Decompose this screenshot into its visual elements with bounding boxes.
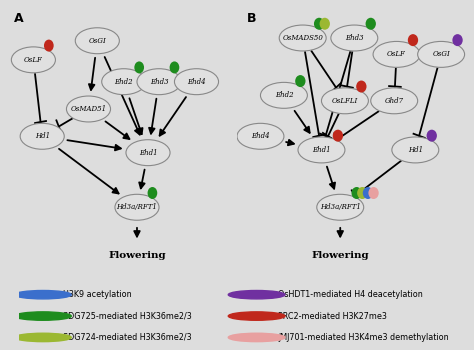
Ellipse shape — [373, 41, 420, 67]
Circle shape — [15, 290, 71, 299]
Circle shape — [228, 333, 285, 342]
Ellipse shape — [11, 47, 55, 73]
Circle shape — [15, 312, 71, 320]
Text: OsGI: OsGI — [89, 37, 106, 45]
Text: Ehd2: Ehd2 — [114, 78, 133, 86]
Circle shape — [134, 61, 144, 74]
Ellipse shape — [371, 88, 418, 114]
Text: Ehd3: Ehd3 — [345, 34, 364, 42]
Circle shape — [333, 130, 343, 142]
Text: A: A — [14, 12, 23, 25]
Text: Ehd3: Ehd3 — [150, 78, 168, 86]
Text: Ehd4: Ehd4 — [187, 78, 206, 86]
Ellipse shape — [137, 69, 181, 95]
Ellipse shape — [75, 28, 119, 54]
Circle shape — [147, 187, 157, 199]
Circle shape — [170, 61, 179, 74]
Text: Hd3a/RFT1: Hd3a/RFT1 — [320, 203, 361, 211]
Circle shape — [368, 187, 379, 199]
Ellipse shape — [20, 123, 64, 149]
Text: PRC2-mediated H3K27me3: PRC2-mediated H3K27me3 — [278, 312, 387, 321]
Circle shape — [44, 40, 54, 51]
Ellipse shape — [174, 69, 219, 95]
Circle shape — [357, 187, 367, 199]
Text: Flowering: Flowering — [108, 251, 166, 260]
Ellipse shape — [317, 194, 364, 220]
Text: Ehd4: Ehd4 — [251, 132, 270, 140]
Ellipse shape — [115, 194, 159, 220]
Text: OsLF: OsLF — [24, 56, 43, 64]
Text: B: B — [246, 12, 256, 25]
Text: Hd1: Hd1 — [35, 132, 50, 140]
Text: SDG724-mediated H3K36me2/3: SDG724-mediated H3K36me2/3 — [63, 333, 191, 342]
Text: Ehd1: Ehd1 — [312, 146, 331, 154]
Circle shape — [427, 130, 437, 142]
Text: OsHDT1-mediated H4 deacetylation: OsHDT1-mediated H4 deacetylation — [278, 290, 423, 299]
Circle shape — [408, 34, 418, 46]
Text: OsMADS50: OsMADS50 — [282, 34, 323, 42]
Text: OsLFLI: OsLFLI — [332, 97, 358, 105]
Ellipse shape — [66, 96, 110, 122]
Text: JMJ701-mediated H3K4me3 demethylation: JMJ701-mediated H3K4me3 demethylation — [278, 333, 449, 342]
Circle shape — [228, 290, 285, 299]
Circle shape — [365, 18, 376, 30]
Circle shape — [228, 312, 285, 320]
Ellipse shape — [298, 137, 345, 163]
Text: SDG725-mediated H3K36me2/3: SDG725-mediated H3K36me2/3 — [63, 312, 191, 321]
Ellipse shape — [237, 123, 284, 149]
Text: Ehd2: Ehd2 — [274, 91, 293, 99]
Circle shape — [295, 75, 306, 87]
Text: H3K9 acetylation: H3K9 acetylation — [63, 290, 131, 299]
Text: Hd3a/RFT1: Hd3a/RFT1 — [117, 203, 157, 211]
Circle shape — [15, 333, 71, 342]
Text: Ghd7: Ghd7 — [384, 97, 404, 105]
Ellipse shape — [392, 137, 439, 163]
Circle shape — [314, 18, 324, 30]
Ellipse shape — [279, 25, 326, 51]
Text: OsLF: OsLF — [387, 50, 406, 58]
Ellipse shape — [102, 69, 146, 95]
Text: OsGI: OsGI — [432, 50, 450, 58]
Ellipse shape — [321, 88, 368, 114]
Text: OsMAD51: OsMAD51 — [71, 105, 107, 113]
Circle shape — [363, 187, 373, 199]
Ellipse shape — [260, 82, 307, 108]
Text: Ehd1: Ehd1 — [139, 149, 157, 157]
Circle shape — [356, 80, 366, 92]
Circle shape — [352, 187, 362, 199]
Text: Hd1: Hd1 — [408, 146, 423, 154]
Circle shape — [319, 18, 330, 30]
Ellipse shape — [331, 25, 378, 51]
Ellipse shape — [126, 140, 170, 166]
Circle shape — [452, 34, 463, 46]
Text: Flowering: Flowering — [311, 251, 369, 260]
Ellipse shape — [418, 41, 465, 67]
